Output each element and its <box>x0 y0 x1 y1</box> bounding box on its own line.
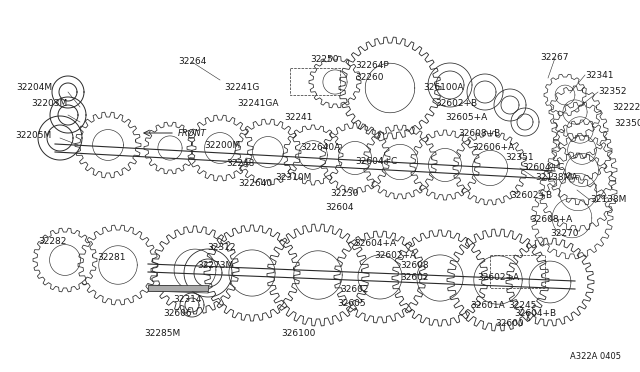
Text: 32241G: 32241G <box>224 83 260 93</box>
Text: 32604: 32604 <box>326 203 355 212</box>
Text: 32601A: 32601A <box>470 301 506 310</box>
Text: 32604+B: 32604+B <box>514 308 556 317</box>
Text: 32606+A: 32606+A <box>472 144 515 153</box>
Text: 32282: 32282 <box>38 237 66 247</box>
Text: 32600: 32600 <box>496 318 524 327</box>
Text: 32270: 32270 <box>550 228 579 237</box>
Text: 32602: 32602 <box>401 273 429 282</box>
Text: 32604+A: 32604+A <box>354 238 396 247</box>
Text: 32608: 32608 <box>401 262 429 270</box>
Text: 32312: 32312 <box>208 244 236 253</box>
Text: 32273M: 32273M <box>197 262 233 270</box>
Text: 32267: 32267 <box>541 54 569 62</box>
Text: 32352: 32352 <box>598 87 627 96</box>
Text: 32230: 32230 <box>331 189 359 198</box>
Text: 32200M: 32200M <box>204 141 240 150</box>
Text: 32204M: 32204M <box>16 83 52 93</box>
Text: 32138M: 32138M <box>590 196 627 205</box>
Bar <box>490 255 545 288</box>
Text: 32241GA: 32241GA <box>237 99 279 108</box>
Text: 326100: 326100 <box>281 328 315 337</box>
Text: 32602+A: 32602+A <box>374 250 416 260</box>
Text: 32310M: 32310M <box>275 173 311 183</box>
Text: 32602+A: 32602+A <box>477 273 519 282</box>
Text: 32281: 32281 <box>98 253 126 263</box>
Text: 322640: 322640 <box>238 179 272 187</box>
Text: 32264: 32264 <box>178 58 206 67</box>
Text: 32264P: 32264P <box>355 61 389 70</box>
Text: 32205M: 32205M <box>16 131 52 140</box>
Text: 32606: 32606 <box>164 308 192 317</box>
Text: 32351: 32351 <box>505 154 534 163</box>
Text: 32604+C: 32604+C <box>522 164 564 173</box>
Text: 32245: 32245 <box>508 301 536 310</box>
Text: 32602+B: 32602+B <box>435 99 477 108</box>
Text: 32222: 32222 <box>612 103 640 112</box>
Text: 32285M: 32285M <box>144 328 180 337</box>
Text: 322640A: 322640A <box>300 144 340 153</box>
Text: 326100A: 326100A <box>424 83 464 93</box>
Text: 32350M: 32350M <box>614 119 640 128</box>
Bar <box>290 68 340 95</box>
Text: FRONT: FRONT <box>178 128 207 138</box>
Text: 32341: 32341 <box>585 71 614 80</box>
Text: 32605+A: 32605+A <box>445 113 487 122</box>
Text: 32250: 32250 <box>311 55 339 64</box>
Bar <box>148 285 208 291</box>
Text: 32260: 32260 <box>356 74 384 83</box>
Text: 32608+A: 32608+A <box>530 215 572 224</box>
Text: 32608+B: 32608+B <box>458 128 500 138</box>
Text: 32241: 32241 <box>284 113 312 122</box>
Text: 32203M: 32203M <box>32 99 68 108</box>
Text: 32602+B: 32602+B <box>510 190 552 199</box>
Text: 32314: 32314 <box>173 295 202 305</box>
Text: 32138MA: 32138MA <box>535 173 577 183</box>
Text: 32248: 32248 <box>226 158 254 167</box>
Text: 32604+C: 32604+C <box>355 157 397 167</box>
Text: A322A 0405: A322A 0405 <box>570 352 621 361</box>
Text: 32605: 32605 <box>338 299 366 308</box>
Text: 32602: 32602 <box>340 285 369 295</box>
